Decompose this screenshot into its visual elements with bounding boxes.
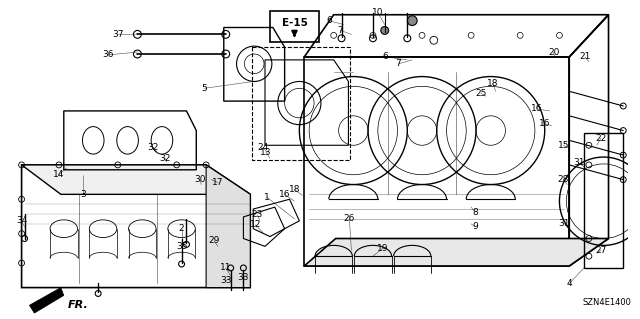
- Text: 27: 27: [595, 246, 606, 255]
- Text: 8: 8: [472, 207, 478, 217]
- Text: 6: 6: [383, 52, 388, 62]
- Text: 19: 19: [377, 244, 388, 253]
- Text: 21: 21: [579, 52, 591, 62]
- Bar: [270, 11, 319, 42]
- Text: 33: 33: [237, 273, 249, 282]
- Text: 30: 30: [195, 175, 206, 184]
- Polygon shape: [22, 165, 250, 194]
- Text: E-15: E-15: [282, 18, 307, 27]
- Text: 35: 35: [176, 242, 188, 251]
- Text: 18: 18: [487, 79, 499, 88]
- Text: 31: 31: [559, 219, 570, 228]
- Text: 16: 16: [539, 119, 550, 128]
- Text: 20: 20: [548, 48, 559, 56]
- Text: 6: 6: [326, 16, 332, 25]
- Text: 32: 32: [147, 143, 159, 152]
- Text: 33: 33: [220, 276, 232, 285]
- Text: SZN4E1400: SZN4E1400: [583, 298, 632, 307]
- Text: 3: 3: [81, 190, 86, 199]
- Text: 14: 14: [53, 170, 65, 179]
- Text: 1: 1: [264, 193, 270, 202]
- Text: FR.: FR.: [68, 300, 89, 310]
- Text: 34: 34: [16, 216, 28, 225]
- Text: 4: 4: [566, 279, 572, 288]
- Text: 25: 25: [476, 89, 486, 98]
- Text: 37: 37: [112, 30, 124, 39]
- Text: 26: 26: [344, 214, 355, 223]
- Text: 16: 16: [531, 104, 543, 114]
- Text: 31: 31: [573, 159, 585, 167]
- Polygon shape: [304, 239, 609, 266]
- Text: 18: 18: [289, 185, 300, 194]
- Text: 7: 7: [338, 26, 344, 35]
- Text: 17: 17: [212, 178, 223, 187]
- Text: 5: 5: [201, 84, 207, 93]
- Text: 13: 13: [260, 148, 272, 157]
- Bar: [252, 47, 350, 160]
- Polygon shape: [29, 288, 64, 313]
- Text: 22: 22: [595, 134, 606, 143]
- Text: 32: 32: [159, 153, 171, 162]
- Text: 29: 29: [208, 236, 220, 245]
- Text: 24: 24: [257, 143, 269, 152]
- Polygon shape: [206, 165, 250, 288]
- Circle shape: [381, 26, 388, 34]
- Text: 16: 16: [279, 190, 291, 199]
- Text: 11: 11: [220, 263, 232, 272]
- Text: 9: 9: [472, 222, 478, 231]
- Text: 23: 23: [252, 211, 263, 219]
- Text: 15: 15: [557, 141, 569, 150]
- Text: 36: 36: [102, 50, 114, 59]
- Text: 12: 12: [250, 220, 261, 229]
- Text: 2: 2: [179, 224, 184, 233]
- Text: 28: 28: [557, 175, 569, 184]
- Text: 10: 10: [372, 8, 383, 17]
- Circle shape: [407, 16, 417, 26]
- FancyArrowPatch shape: [34, 295, 58, 307]
- Text: 7: 7: [396, 59, 401, 68]
